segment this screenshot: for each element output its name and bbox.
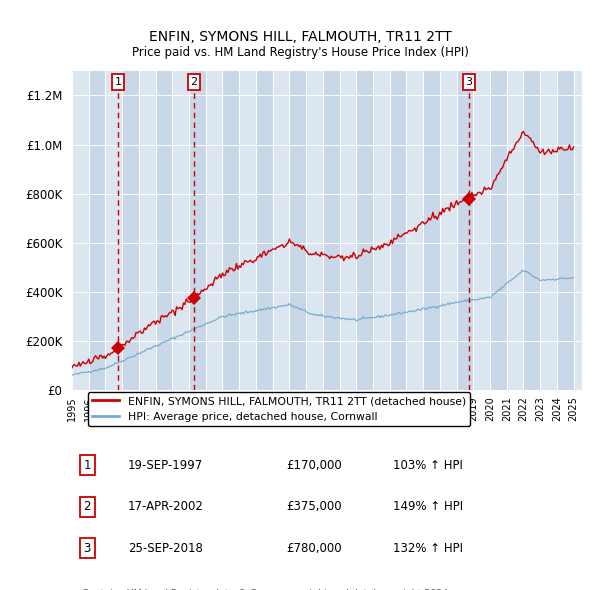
Text: 1: 1 bbox=[115, 77, 121, 87]
Text: £375,000: £375,000 bbox=[286, 500, 342, 513]
Bar bbox=[223, 71, 239, 390]
Text: ENFIN, SYMONS HILL, FALMOUTH, TR11 2TT: ENFIN, SYMONS HILL, FALMOUTH, TR11 2TT bbox=[149, 30, 451, 44]
Bar bbox=[356, 71, 373, 390]
Text: £780,000: £780,000 bbox=[286, 542, 342, 555]
Bar bbox=[507, 71, 523, 390]
Bar bbox=[289, 71, 306, 390]
Bar bbox=[172, 71, 189, 390]
Bar bbox=[540, 71, 557, 390]
Text: 3: 3 bbox=[466, 77, 473, 87]
Bar bbox=[189, 71, 206, 390]
Text: 19-SEP-1997: 19-SEP-1997 bbox=[128, 459, 203, 472]
Bar bbox=[206, 71, 223, 390]
Bar bbox=[423, 71, 440, 390]
Text: 132% ↑ HPI: 132% ↑ HPI bbox=[394, 542, 463, 555]
Bar bbox=[122, 71, 139, 390]
Bar bbox=[574, 71, 590, 390]
Bar bbox=[239, 71, 256, 390]
Text: Price paid vs. HM Land Registry's House Price Index (HPI): Price paid vs. HM Land Registry's House … bbox=[131, 46, 469, 59]
Bar bbox=[89, 71, 106, 390]
Bar bbox=[473, 71, 490, 390]
Bar bbox=[106, 71, 122, 390]
Text: 2: 2 bbox=[190, 77, 197, 87]
Bar bbox=[155, 71, 172, 390]
Text: 3: 3 bbox=[83, 542, 91, 555]
Text: £170,000: £170,000 bbox=[286, 459, 342, 472]
Text: 25-SEP-2018: 25-SEP-2018 bbox=[128, 542, 203, 555]
Bar bbox=[523, 71, 540, 390]
Bar bbox=[490, 71, 507, 390]
Bar bbox=[406, 71, 423, 390]
Bar bbox=[373, 71, 390, 390]
Bar bbox=[256, 71, 272, 390]
Bar bbox=[272, 71, 289, 390]
Bar bbox=[440, 71, 457, 390]
Bar bbox=[557, 71, 574, 390]
Bar bbox=[390, 71, 406, 390]
Text: 103% ↑ HPI: 103% ↑ HPI bbox=[394, 459, 463, 472]
Text: 17-APR-2002: 17-APR-2002 bbox=[128, 500, 204, 513]
Bar bbox=[457, 71, 473, 390]
Legend: ENFIN, SYMONS HILL, FALMOUTH, TR11 2TT (detached house), HPI: Average price, det: ENFIN, SYMONS HILL, FALMOUTH, TR11 2TT (… bbox=[88, 392, 470, 426]
Bar bbox=[139, 71, 155, 390]
Text: 1: 1 bbox=[83, 459, 91, 472]
Bar bbox=[340, 71, 356, 390]
Text: 2: 2 bbox=[83, 500, 91, 513]
Bar bbox=[323, 71, 340, 390]
Bar bbox=[306, 71, 323, 390]
Text: 149% ↑ HPI: 149% ↑ HPI bbox=[394, 500, 463, 513]
Bar bbox=[72, 71, 89, 390]
